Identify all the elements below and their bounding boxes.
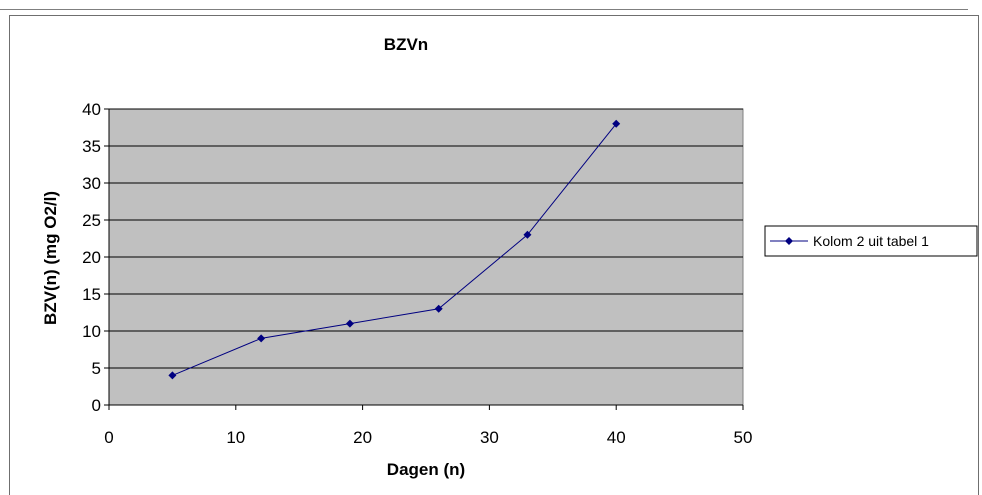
x-axis-ticks: 0 10 20 30 40 50 xyxy=(104,405,752,447)
x-tick-label: 0 xyxy=(104,428,113,447)
data-point xyxy=(434,304,443,313)
x-tick-label: 40 xyxy=(607,428,626,447)
data-point xyxy=(257,334,266,343)
y-tick-label: 5 xyxy=(92,359,101,378)
top-divider xyxy=(0,9,968,10)
legend-entry-label: Kolom 2 uit tabel 1 xyxy=(813,233,929,249)
series-layer xyxy=(168,119,621,380)
x-tick-label: 20 xyxy=(353,428,372,447)
x-tick-label: 10 xyxy=(226,428,245,447)
y-tick-label: 0 xyxy=(92,396,101,415)
x-axis-label: Dagen (n) xyxy=(387,460,465,479)
gridlines xyxy=(109,108,743,369)
data-point xyxy=(523,230,532,239)
y-tick-label: 10 xyxy=(82,322,101,341)
x-tick-label: 50 xyxy=(734,428,753,447)
data-point xyxy=(612,119,621,128)
legend-marker-swatch xyxy=(785,237,793,245)
y-tick-label: 30 xyxy=(82,174,101,193)
x-tick-label: 30 xyxy=(480,428,499,447)
chart-title: BZVn xyxy=(384,35,428,54)
y-tick-label: 25 xyxy=(82,211,101,230)
data-point xyxy=(168,371,177,380)
y-axis-label: BZV(n) (mg O2/l) xyxy=(41,191,60,325)
y-axis-ticks: 0 5 10 15 20 25 30 35 40 xyxy=(82,100,109,415)
legend: Kolom 2 uit tabel 1 xyxy=(764,225,978,257)
series-line xyxy=(172,123,617,376)
y-tick-label: 15 xyxy=(82,285,101,304)
y-tick-label: 40 xyxy=(82,100,101,119)
data-point xyxy=(345,319,354,328)
y-tick-label: 35 xyxy=(82,137,101,156)
y-tick-label: 20 xyxy=(82,248,101,267)
